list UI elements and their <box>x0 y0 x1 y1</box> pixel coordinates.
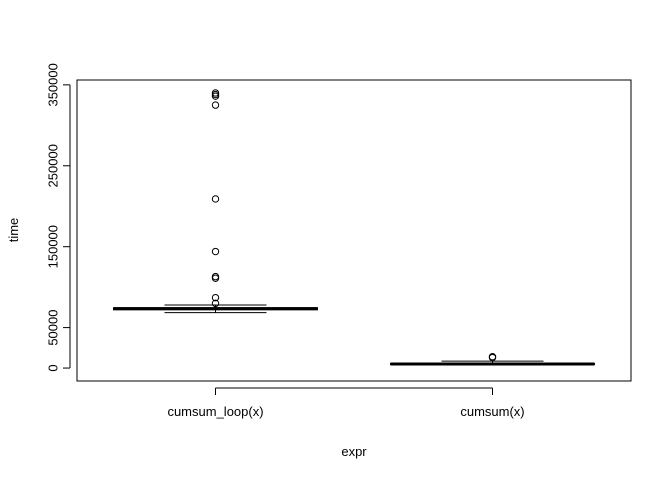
x-axis: cumsum_loop(x) cumsum(x) <box>167 387 525 419</box>
box-2 <box>390 353 595 366</box>
outlier-point <box>211 247 220 256</box>
plot-frame <box>76 79 632 382</box>
x-tick-label: cumsum(x) <box>460 404 524 419</box>
outlier-point <box>211 299 220 308</box>
y-tick-label: 0 <box>46 364 61 371</box>
y-tick-label: 350000 <box>46 63 61 106</box>
boxes-layer <box>113 89 595 366</box>
outlier-point <box>211 89 220 97</box>
outlier-point <box>488 353 497 361</box>
y-axis: 0 50000 150000 250000 350000 <box>46 63 71 372</box>
outlier-point <box>211 293 220 302</box>
outlier-point <box>211 101 220 109</box>
y-axis-label: time <box>6 218 21 243</box>
outlier-point <box>211 272 220 281</box>
x-axis-label: expr <box>341 444 367 459</box>
y-tick-label: 50000 <box>46 310 61 346</box>
box-1 <box>113 89 318 314</box>
x-tick-label: cumsum_loop(x) <box>167 404 263 419</box>
outlier-point <box>211 195 220 203</box>
y-tick-label: 250000 <box>46 144 61 187</box>
y-tick-label: 150000 <box>46 225 61 268</box>
